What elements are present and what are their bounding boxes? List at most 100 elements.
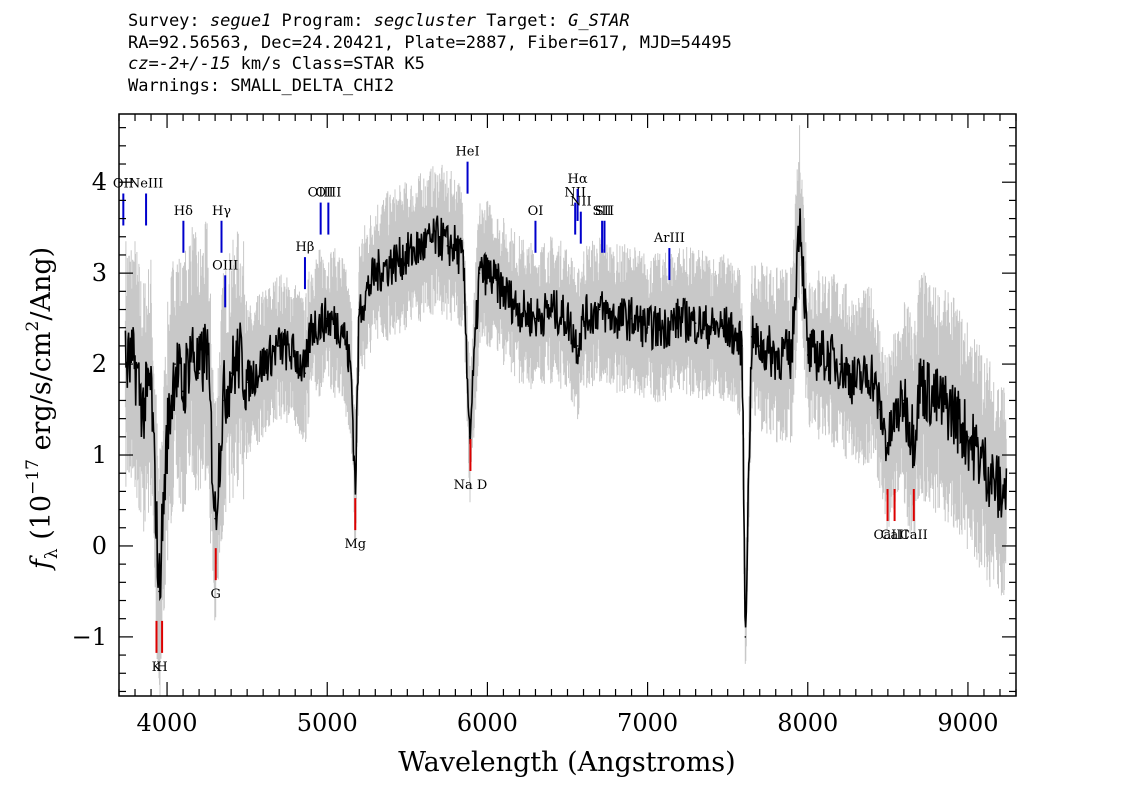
header-line-warnings: Warnings: SMALL_DELTA_CHI2 [128,75,395,96]
flux-point [750,335,753,338]
flux-point [886,445,889,447]
flux-point [190,345,192,347]
flux-point [662,326,665,329]
flux-point [576,345,579,347]
emission-line-label: SII [595,204,614,219]
flux-point [913,436,915,438]
emission-line-label: OIII [212,258,238,273]
flux-point [198,372,200,374]
emission-line-label: Hα [568,172,588,187]
flux-point [967,436,969,438]
x-tick-label: 9000 [937,709,998,737]
flux-point [919,381,921,384]
y-tick-label: 0 [92,532,107,560]
flux-point [879,408,881,411]
flux-point [142,408,144,411]
spectrum-header: Survey: segue1 Program: segcluster Targe… [128,11,732,97]
absorption-line-label: CaII [874,528,902,543]
flux-point [999,490,1001,493]
error-band [124,125,1007,696]
flux-series [124,208,1008,638]
flux-point [694,322,697,324]
flux-point [646,326,649,329]
flux-point [822,354,825,356]
flux-point [855,381,857,384]
emission-line-label: Hβ [296,240,315,255]
emission-line-label: ArIII [653,231,685,246]
flux-point [304,372,306,374]
emission-line-label: SII [593,204,612,219]
absorption-line-label: Mg [344,537,366,552]
emission-line-label: OI [528,204,544,219]
flux-trace [124,208,1008,628]
emission-line-label: Hγ [212,204,231,219]
flux-point [468,436,471,438]
flux-point [134,363,136,365]
y-tick-label: 1 [92,441,107,469]
flux-point [438,235,441,238]
flux-point [222,399,224,402]
y-tick-label: −1 [72,623,107,651]
flux-point [534,317,537,320]
flux-point [454,245,457,247]
axis-ticks: 4000 5000 6000 7000 8000 9000 −1 0 1 2 3 4 [72,114,1017,737]
absorption-line-label: CaII [881,528,909,543]
flux-point [354,490,357,493]
absorption-line-label: CaII [900,528,928,543]
flux-point [166,436,168,438]
svg-text:fλ (10−17 erg/s/cm2/Ang): fλ (10−17 erg/s/cm2/Ang) [23,247,62,571]
flux-point [614,317,617,320]
flux-point [630,317,633,320]
flux-point [150,381,152,384]
flux-point [744,636,747,638]
emission-line-label: HeI [455,145,479,160]
flux-point [462,263,465,265]
flux-point [214,517,216,520]
y-tick-label: 2 [92,350,107,378]
flux-point [238,354,240,356]
y-tick-label: 4 [92,168,107,196]
flux-point [598,308,601,311]
flux-point [326,317,329,320]
flux-point [741,345,743,347]
flux-point [158,590,160,593]
absorption-line-label: K [152,660,162,675]
error-band-strokes [124,125,1007,696]
flux-point [678,317,681,320]
flux-point [798,208,801,211]
flux-point [230,372,232,374]
emission-line-label: OIII [315,186,341,201]
absorption-line-label: Na D [454,478,488,493]
flux-point [758,345,761,347]
program-value: segcluster [373,11,477,31]
target-value: G_STAR [568,11,630,31]
flux-point [182,390,184,393]
x-axis-label: Wavelength (Angstroms) [398,747,735,778]
flux-point [350,372,353,374]
flux-point [262,363,264,365]
emission-line-label: OII [113,176,134,191]
flux-point [806,354,809,356]
x-tick-label: 7000 [617,709,678,737]
survey-value: segue1 [209,11,272,31]
flux-point [174,363,176,365]
flux-point [374,272,377,274]
flux-point [294,354,296,356]
flux-point [774,354,777,356]
flux-point [550,308,553,311]
flux-point [478,272,481,274]
emission-line-label: Hδ [174,204,193,219]
flux-point [342,326,345,329]
flux-point [871,372,873,374]
flux-point [518,308,521,311]
flux-point [422,245,425,247]
emission-line-label: OIII [308,186,334,201]
emission-line-label: NII [570,195,592,210]
flux-point [893,417,896,420]
header-line-coords: RA=92.56563, Dec=24.20421, Plate=2887, F… [128,32,732,53]
flux-point [206,345,208,347]
header-line-class: cz=-2+/-15 km/s Class=STAR K5 [128,54,425,74]
flux-point [246,381,248,384]
